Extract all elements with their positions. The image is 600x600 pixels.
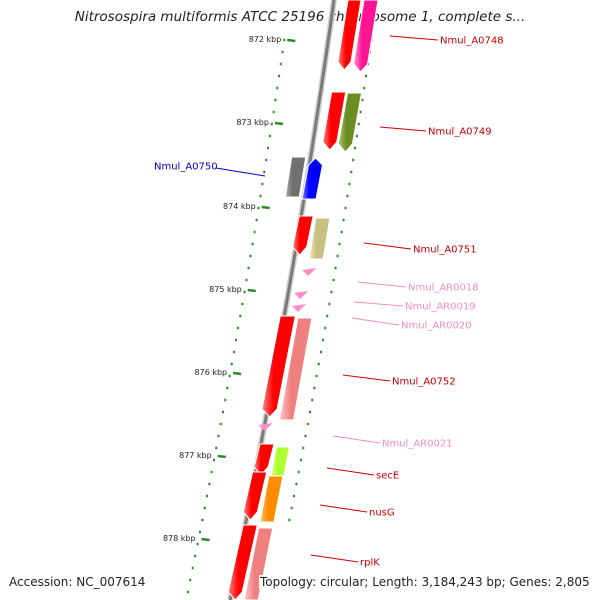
kbp-tick bbox=[217, 454, 226, 459]
gene-leader-line bbox=[319, 504, 368, 513]
gene-leader-line bbox=[215, 167, 266, 177]
gene-label[interactable]: Nmul_AR0018 bbox=[408, 283, 479, 294]
gene-leader-line bbox=[332, 435, 381, 444]
kbp-tick bbox=[261, 205, 270, 210]
rna-marker[interactable] bbox=[294, 291, 309, 299]
gene-arrow[interactable] bbox=[337, 0, 362, 71]
kbp-tick bbox=[232, 371, 242, 376]
gene-leader-line bbox=[326, 467, 375, 476]
kbp-tick-label: 878 kbp bbox=[163, 534, 196, 543]
gene-label[interactable]: Nmul_A0748 bbox=[440, 36, 504, 47]
gene-label[interactable]: Nmul_A0751 bbox=[413, 245, 477, 256]
gene-label[interactable]: Nmul_A0752 bbox=[392, 377, 456, 388]
accession-text: Accession: NC_007614 bbox=[9, 575, 146, 589]
gene-leader-line bbox=[389, 35, 439, 41]
kbp-tick bbox=[287, 38, 296, 43]
gene-label[interactable]: rplK bbox=[360, 558, 380, 569]
gene-leader-line bbox=[351, 317, 400, 326]
gene-label[interactable]: secE bbox=[376, 471, 399, 482]
gene-arrow[interactable] bbox=[308, 217, 331, 260]
gene-arrow[interactable] bbox=[278, 317, 313, 421]
rna-marker[interactable] bbox=[292, 304, 307, 312]
kbp-tick-label: 874 kbp bbox=[223, 202, 256, 211]
gene-label[interactable]: Nmul_AR0021 bbox=[382, 439, 453, 450]
gene-arrow[interactable] bbox=[227, 524, 258, 600]
rna-marker[interactable] bbox=[302, 268, 317, 276]
gene-label[interactable]: Nmul_A0750 bbox=[154, 162, 218, 173]
gene-label[interactable]: nusG bbox=[369, 508, 395, 519]
gene-arrow[interactable] bbox=[284, 156, 307, 198]
gene-arrow[interactable] bbox=[253, 443, 275, 476]
gene-arrow[interactable] bbox=[259, 475, 284, 523]
kbp-tick-label: 872 kbp bbox=[249, 35, 282, 44]
gene-arrow[interactable] bbox=[337, 92, 363, 153]
gene-label[interactable]: Nmul_A0749 bbox=[428, 127, 492, 138]
kbp-tick-label: 876 kbp bbox=[195, 368, 228, 377]
kbp-tick bbox=[201, 537, 210, 542]
gene-arrow[interactable] bbox=[243, 527, 274, 600]
gene-leader-line bbox=[363, 242, 412, 250]
map-title: Nitrosospira multiformis ATCC 25196 chro… bbox=[74, 9, 526, 25]
gene-arrow[interactable] bbox=[261, 315, 296, 418]
gene-arrow[interactable] bbox=[301, 157, 324, 200]
gene-arrow[interactable] bbox=[292, 215, 314, 256]
gene-label[interactable]: Nmul_AR0020 bbox=[401, 321, 472, 332]
gene-arrow[interactable] bbox=[242, 471, 268, 521]
topology-text: Topology: circular; Length: 3,184,243 bp… bbox=[259, 575, 591, 589]
kbp-tick-label: 873 kbp bbox=[236, 118, 269, 127]
gene-leader-line bbox=[342, 374, 391, 382]
kbp-tick-label: 875 kbp bbox=[209, 285, 242, 294]
gene-leader-line bbox=[379, 126, 427, 132]
kbp-tick bbox=[247, 288, 256, 293]
gene-label[interactable]: Nmul_AR0019 bbox=[405, 302, 476, 313]
gene-arrow[interactable] bbox=[322, 91, 347, 151]
rna-marker[interactable] bbox=[258, 423, 273, 431]
gene-leader-line bbox=[353, 301, 404, 307]
kbp-tick-label: 877 kbp bbox=[179, 451, 212, 460]
gene-leader-line bbox=[357, 281, 407, 288]
gene-arrow[interactable] bbox=[269, 446, 291, 479]
kbp-tick bbox=[274, 121, 284, 126]
gene-arrow[interactable] bbox=[353, 0, 379, 73]
gene-leader-line bbox=[310, 554, 359, 563]
